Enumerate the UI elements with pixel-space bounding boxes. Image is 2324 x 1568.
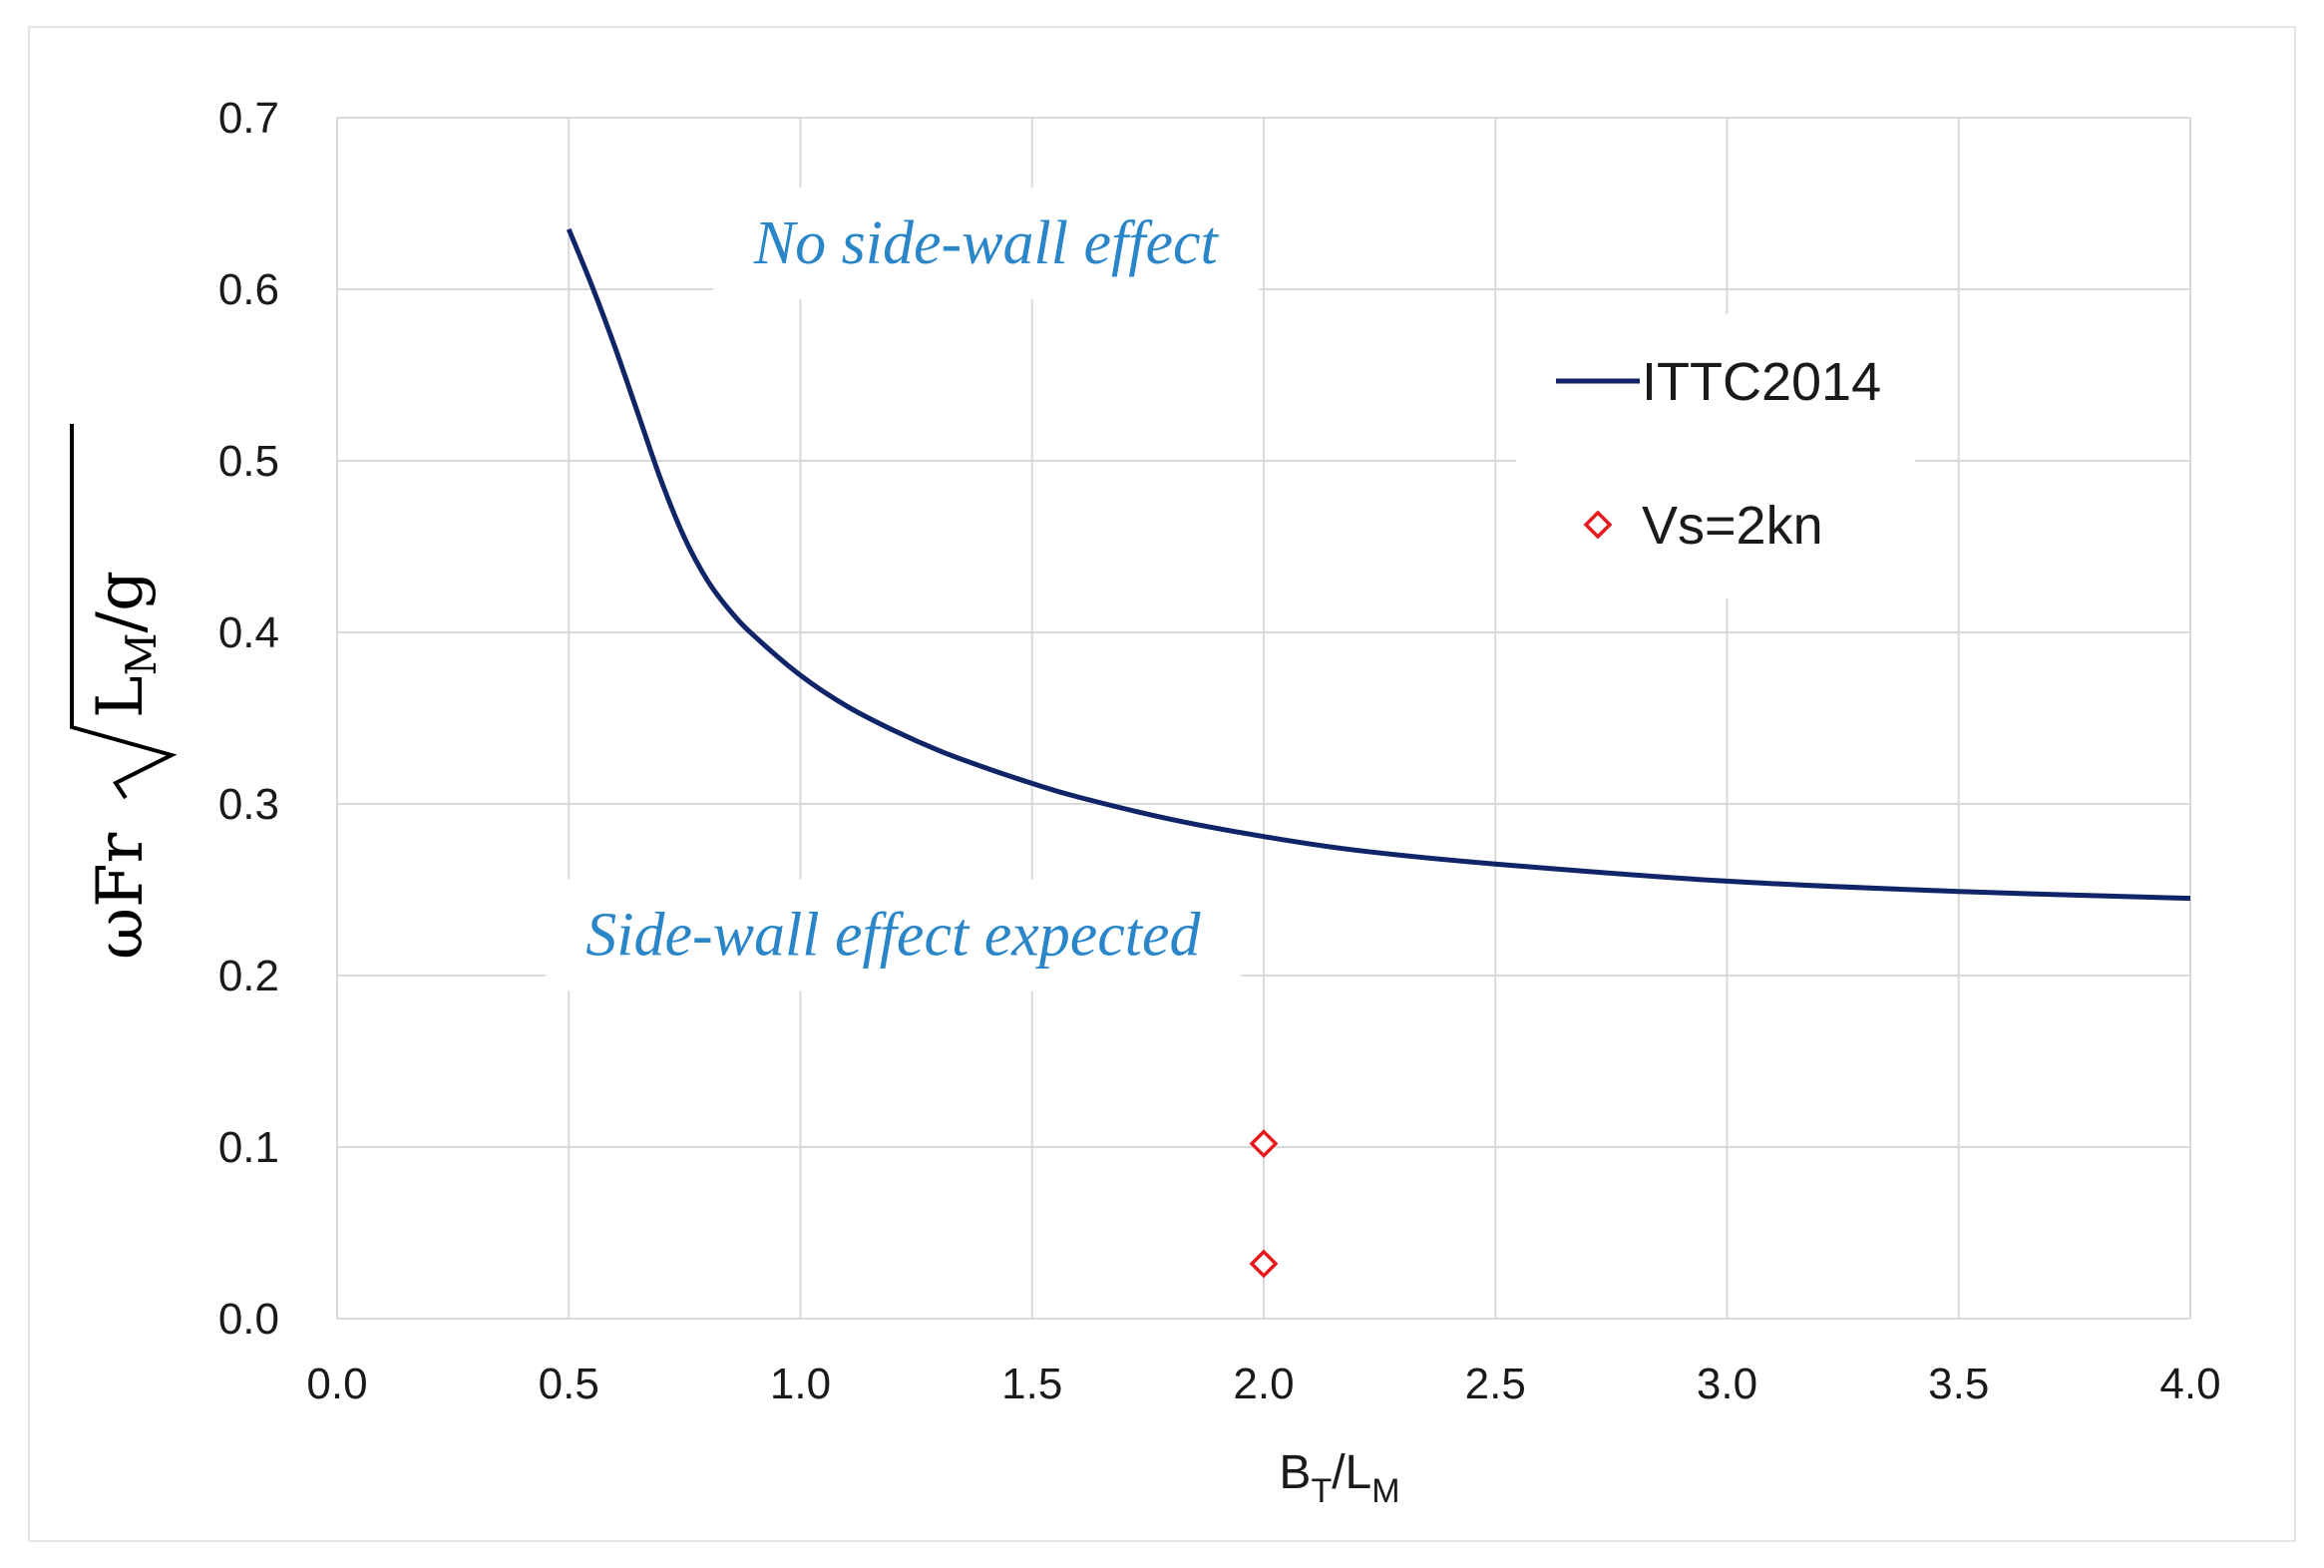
x-axis-title: BT/LM [1279,1446,1399,1510]
x-axis-title-base: B [1279,1446,1311,1499]
y-tick-label: 0.6 [218,265,279,314]
x-tick-label: 2.0 [1233,1360,1294,1408]
y-tick-label: 0.4 [218,608,279,657]
region-annotation: Side-wall effect expected [546,879,1242,991]
legend-label: Vs=2kn [1642,496,1823,556]
y-axis-title-suffix: /g [84,571,158,633]
x-tick-label: 0.0 [306,1360,367,1408]
y-axis-title-sqrt-text: LM/g [84,571,166,718]
y-tick-label: 0.3 [218,780,279,829]
y-tick-label: 0.7 [218,94,279,143]
x-axis-title-sub2: M [1371,1472,1399,1510]
y-axis-title-sqrt-sub: M [117,632,166,675]
legend-label: ITTC2014 [1642,352,1881,412]
axis-lines [336,118,2190,1320]
legend-background [1516,314,1915,598]
x-tick-label: 1.0 [770,1360,831,1408]
y-tick-label: 0.2 [218,952,279,1000]
y-axis-title-prefix: ωFr [84,832,158,960]
region-annotation-text: Side-wall effect expected [585,901,1201,969]
x-tick-label: 4.0 [2159,1360,2220,1408]
legend: ITTC2014 Vs=2kn [1516,314,1915,598]
scatter-point [1249,1129,1279,1159]
y-tick-label: 0.1 [218,1123,279,1172]
annotation-background [712,188,1260,300]
x-tick-label: 1.5 [1001,1360,1062,1408]
scatter-point [1249,1249,1279,1279]
x-tick-label: 3.0 [1697,1360,1757,1408]
x-tick-labels: 0.0 0.5 1.0 1.5 2.0 2.5 3.0 3.5 4.0 [306,1360,2220,1408]
x-axis-title-mid: /L [1332,1446,1371,1499]
annotation-background [546,879,1242,991]
series-line-ittc2014 [566,227,2191,902]
x-tick-label: 0.5 [539,1360,599,1408]
x-axis-title-sub1: T [1311,1472,1332,1510]
y-tick-labels: 0.0 0.1 0.2 0.3 0.4 0.5 0.6 0.7 [218,94,279,1344]
region-annotation-text: No side-wall effect [753,209,1220,277]
x-tick-label: 3.5 [1928,1360,1989,1408]
y-axis-title-sqrt-base: L [84,676,158,719]
series-layer [566,227,2191,1279]
region-annotations: No side-wall effect Side-wall effect expe… [546,188,1260,991]
legend-swatch-diamond [1583,510,1613,540]
y-axis-title: ωFr LM/g [70,424,178,960]
y-tick-label: 0.5 [218,437,279,486]
y-axis-title-sqrt-sign [70,424,178,800]
x-tick-label: 2.5 [1465,1360,1526,1408]
region-annotation: No side-wall effect [712,188,1260,300]
y-tick-label: 0.0 [218,1295,279,1344]
